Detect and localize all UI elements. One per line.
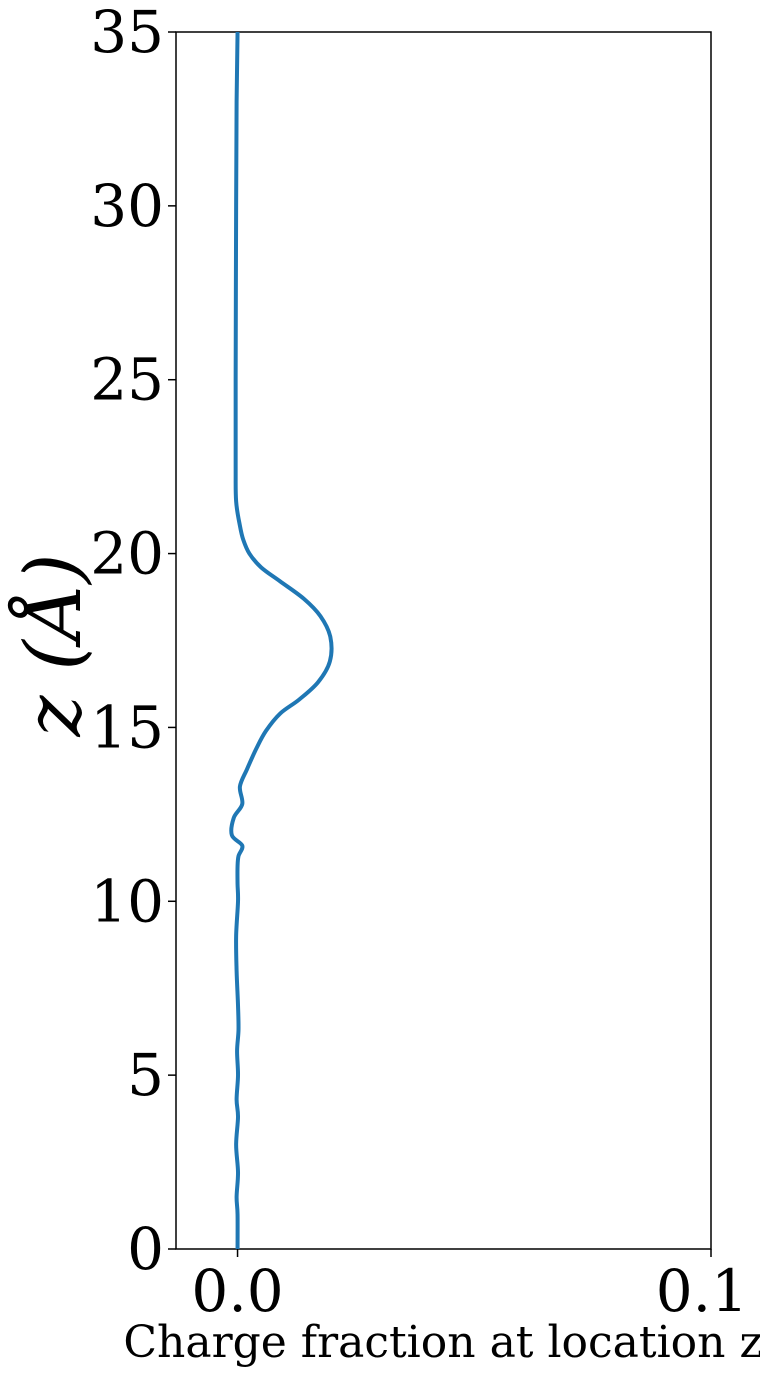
charge-fraction-line (229, 31, 334, 1250)
x-axis-label: Charge fraction at location z (123, 1317, 760, 1368)
x-tick-label: 0.1 (656, 1257, 748, 1325)
y-axis-ticks: 0 5 10 15 20 25 30 35 (90, 0, 176, 1283)
x-tick-label: 0.0 (191, 1257, 283, 1325)
y-tick-label: 35 (90, 0, 164, 66)
x-axis-ticks: 0.0 0.1 (191, 1249, 748, 1325)
series-layer (229, 31, 334, 1250)
y-tick-label: 0 (127, 1215, 164, 1283)
y-tick-label: 30 (90, 172, 164, 240)
y-tick-label: 15 (90, 693, 164, 761)
plot-frame (175, 31, 712, 1250)
y-tick-label: 5 (127, 1041, 164, 1109)
y-tick-label: 25 (90, 346, 164, 414)
y-axis-label: z (Å) (7, 553, 99, 737)
y-tick-label: 10 (90, 867, 164, 935)
y-tick-label: 20 (90, 520, 164, 588)
